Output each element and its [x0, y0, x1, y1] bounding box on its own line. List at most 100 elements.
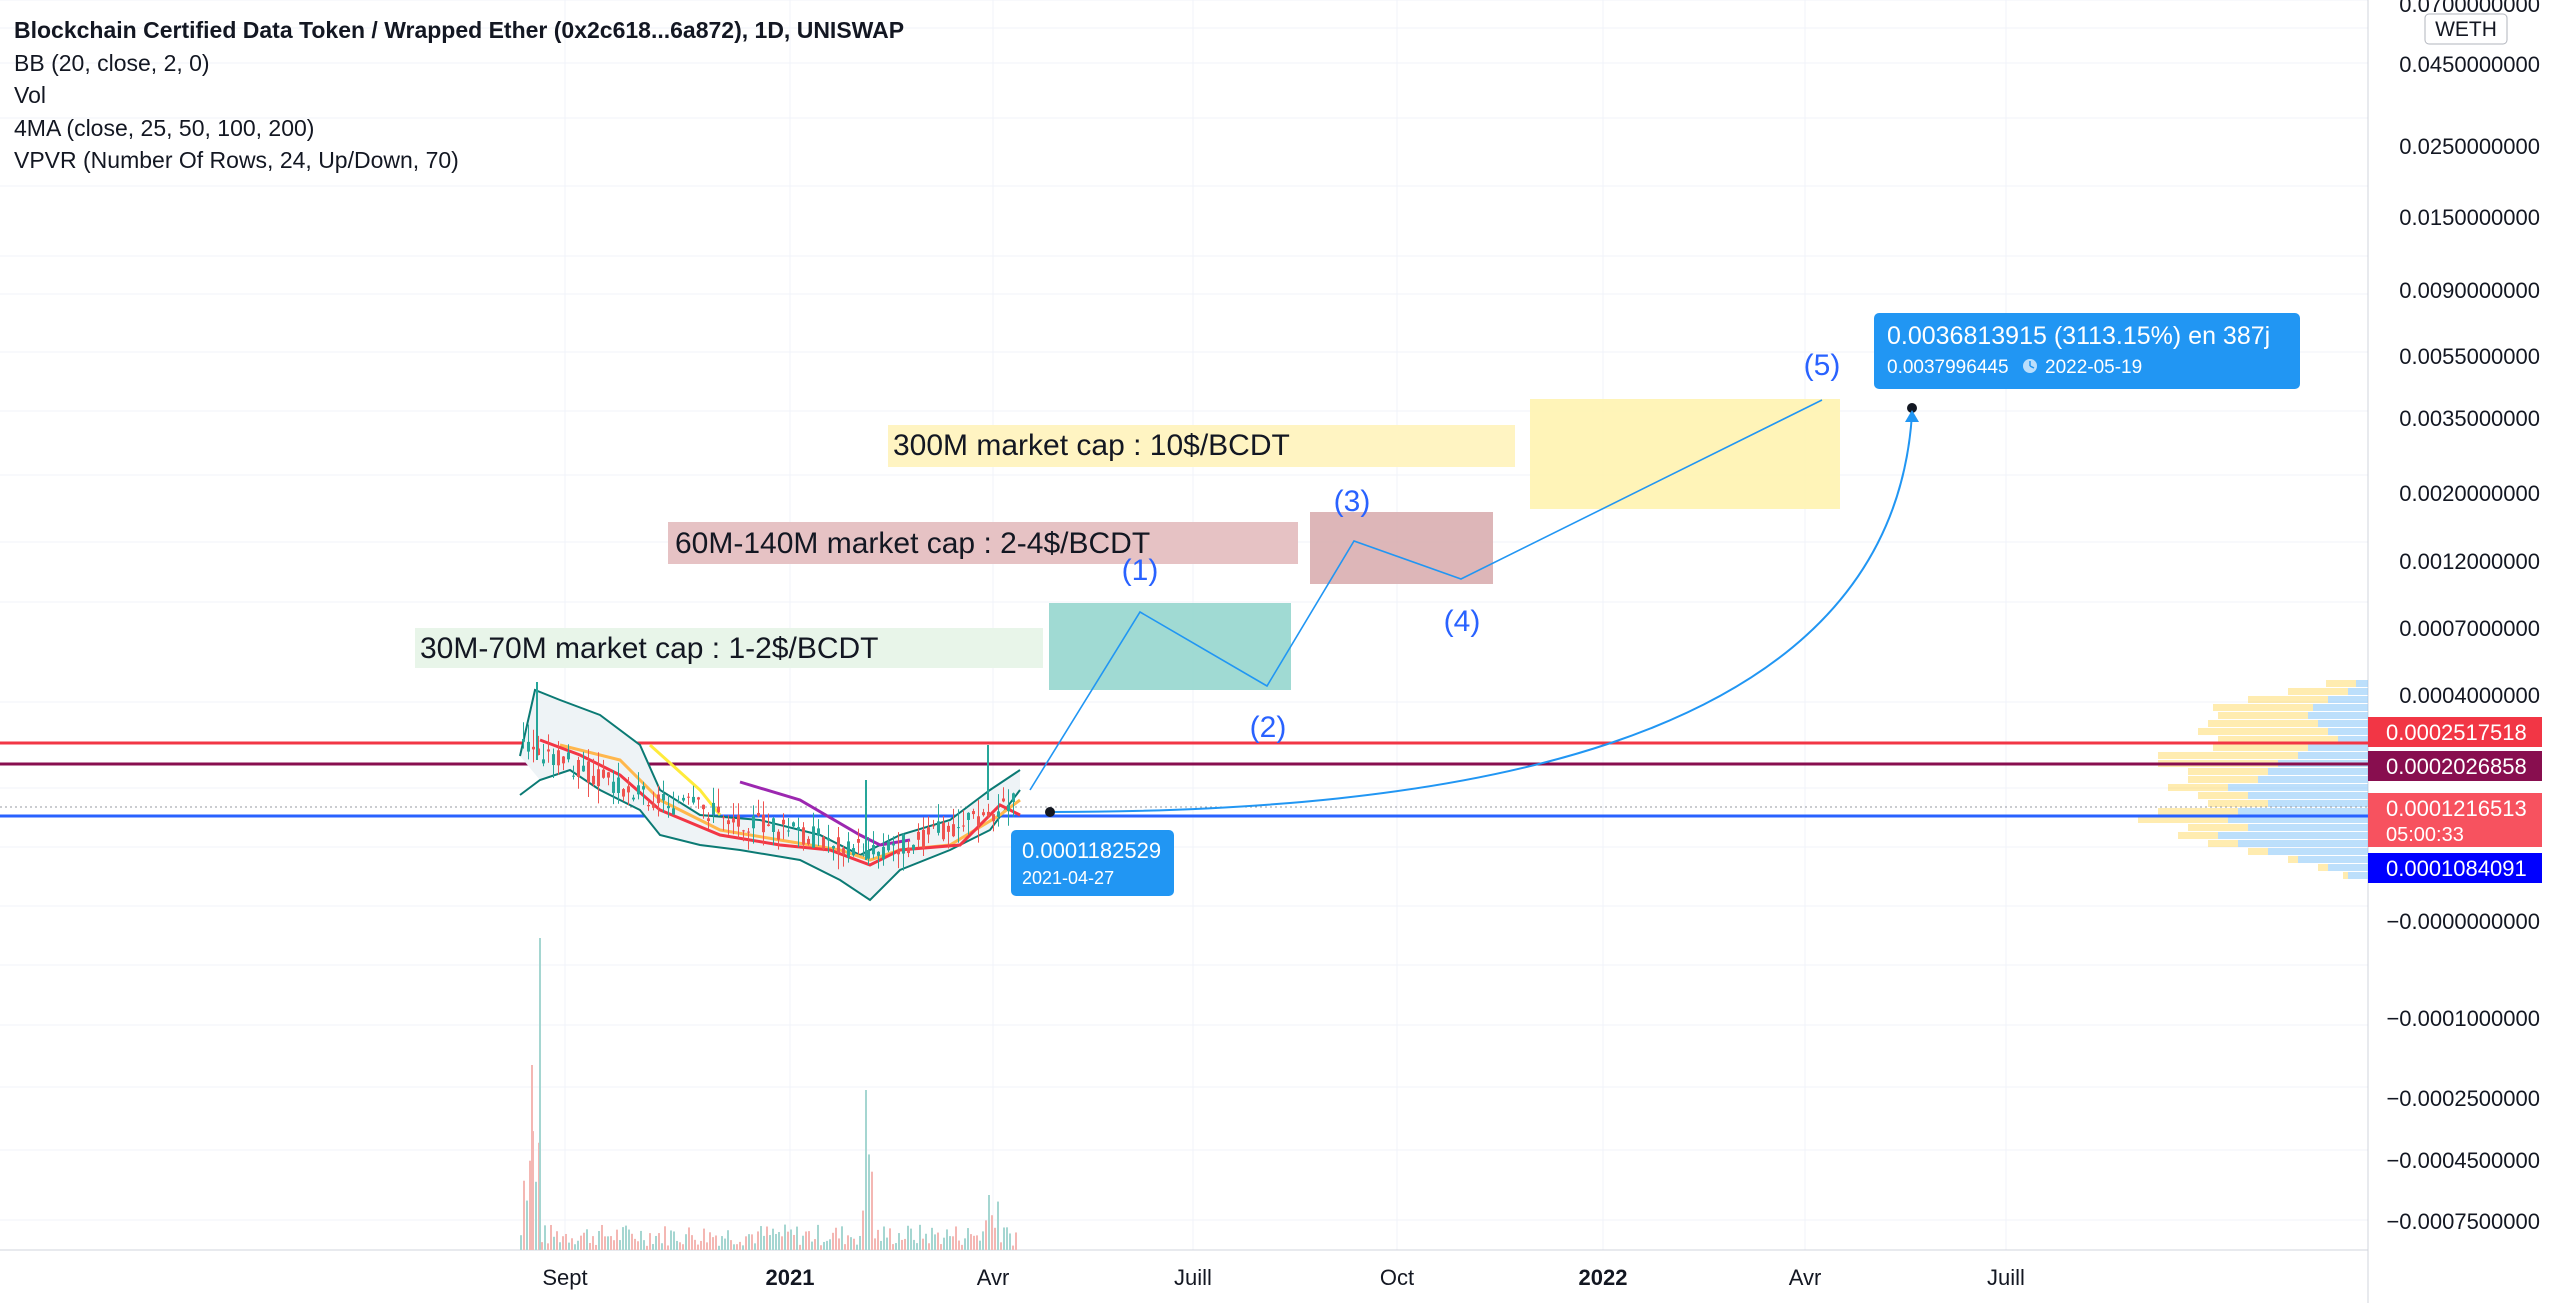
candle-body — [917, 831, 920, 840]
vpvr-bar-down — [2158, 752, 2298, 759]
zone-label: 300M market cap : 10$/BCDT — [893, 429, 1290, 462]
volume-bar — [751, 1234, 753, 1250]
volume-bar — [775, 1234, 777, 1250]
candle-body — [772, 818, 775, 832]
vpvr-bar-down — [2208, 840, 2238, 847]
volume-bar — [523, 1180, 525, 1250]
vpvr-bar-up — [2268, 848, 2368, 855]
volume-bar — [1009, 1233, 1011, 1250]
volume-bar — [850, 1237, 852, 1250]
volume-bar — [865, 1090, 867, 1250]
candle-body — [902, 834, 905, 854]
y-tick-label: 0.0012000000 — [2399, 549, 2540, 574]
volume-bar — [925, 1233, 927, 1250]
projection-end-point — [1907, 403, 1917, 413]
price-tag-countdown: 05:00:33 — [2386, 824, 2464, 846]
volume-bar — [658, 1233, 660, 1250]
candle-body — [947, 825, 950, 832]
volume-bar — [667, 1245, 669, 1250]
volume-bar — [799, 1244, 801, 1250]
price-tag-label: 0.0001216513 — [2386, 796, 2527, 821]
candle-body — [957, 827, 960, 829]
candle-body — [522, 739, 525, 742]
volume-bar — [859, 1235, 861, 1250]
vpvr-bar-down — [2288, 688, 2348, 695]
legend-indicator-4ma[interactable]: 4MA (close, 25, 50, 100, 200) — [14, 114, 315, 141]
price-tag — [2368, 751, 2542, 781]
volume-bar — [919, 1224, 921, 1250]
volume-bar — [886, 1237, 888, 1250]
legend-indicator-vol[interactable]: Vol — [14, 82, 46, 109]
volume-bar — [544, 1225, 546, 1250]
candle-body — [912, 844, 915, 850]
vpvr-bar-down — [2288, 856, 2298, 863]
candle-body — [722, 817, 725, 819]
projection-start-date: 2021-04-27 — [1022, 868, 1114, 888]
legend-indicator-vpvr[interactable]: VPVR (Number Of Rows, 24, Up/Down, 70) — [14, 147, 459, 174]
candle-body — [607, 772, 610, 778]
volume-bar — [754, 1243, 756, 1250]
volume-bar — [679, 1242, 681, 1250]
vpvr-bar-down — [2248, 696, 2328, 703]
volume-bar — [706, 1242, 708, 1250]
candle-body — [627, 786, 630, 793]
zone-label: 60M-140M market cap : 2-4$/BCDT — [675, 527, 1150, 560]
volume-bar — [793, 1234, 795, 1250]
volume-bar — [826, 1240, 828, 1250]
volume-bar — [955, 1226, 957, 1250]
volume-bar — [568, 1242, 570, 1250]
candle-body — [872, 845, 875, 855]
candle-body — [552, 754, 555, 766]
candle-body — [837, 837, 840, 853]
volume-bar — [880, 1240, 882, 1250]
y-tick-label: −0.0002500000 — [2386, 1086, 2540, 1111]
volume-bar — [562, 1236, 564, 1250]
volume-bar — [916, 1243, 918, 1250]
candle-body — [572, 775, 575, 777]
vpvr-bar-down — [2208, 800, 2268, 807]
vpvr-bar-up — [2218, 832, 2368, 839]
volume-bar — [592, 1236, 594, 1250]
y-tick-label: 0.0090000000 — [2399, 278, 2540, 303]
candle-body — [577, 759, 580, 777]
volume-bar — [1006, 1227, 1008, 1250]
volume-bar — [889, 1228, 891, 1250]
candle-body — [927, 827, 930, 835]
volume-bar — [796, 1226, 798, 1250]
wave-label: (3) — [1334, 485, 1371, 518]
candle-body — [967, 812, 970, 820]
wave-box — [1049, 603, 1291, 690]
y-tick-label: −0.0004500000 — [2386, 1148, 2540, 1173]
currency-label: WETH — [2435, 18, 2497, 41]
volume-bar — [676, 1240, 678, 1250]
volume-bar — [550, 1224, 552, 1250]
volume-bar — [901, 1239, 903, 1250]
chart-legend: Blockchain Certified Data Token / Wrappe… — [14, 14, 904, 177]
volume-bar — [622, 1227, 624, 1250]
volume-bar — [958, 1240, 960, 1250]
volume-bar — [781, 1236, 783, 1250]
volume-bar — [931, 1227, 933, 1250]
volume-bar — [757, 1231, 759, 1250]
volume-bar — [703, 1228, 705, 1250]
volume-bar — [904, 1238, 906, 1250]
candle-body — [887, 841, 890, 851]
price-tags: 0.0002517518 0.0002026858 0.0001216513 05:0… — [2368, 717, 2542, 883]
legend-indicator-bb[interactable]: BB (20, close, 2, 0) — [14, 49, 210, 76]
candle-body — [727, 820, 730, 825]
volume-bar — [814, 1239, 816, 1250]
volume-bar — [988, 1195, 990, 1250]
x-tick-label: Oct — [1380, 1265, 1414, 1290]
volume-bar — [766, 1226, 768, 1250]
volume-bar — [715, 1235, 717, 1250]
vpvr-bar-down — [2248, 848, 2268, 855]
volume-bar — [724, 1238, 726, 1250]
volume-bar — [539, 938, 541, 1250]
volume-bar — [652, 1244, 654, 1250]
vpvr-bar-down — [2188, 768, 2268, 775]
vpvr-bar-up — [2328, 864, 2368, 871]
candle-body — [987, 811, 990, 817]
candle-body — [782, 819, 785, 825]
